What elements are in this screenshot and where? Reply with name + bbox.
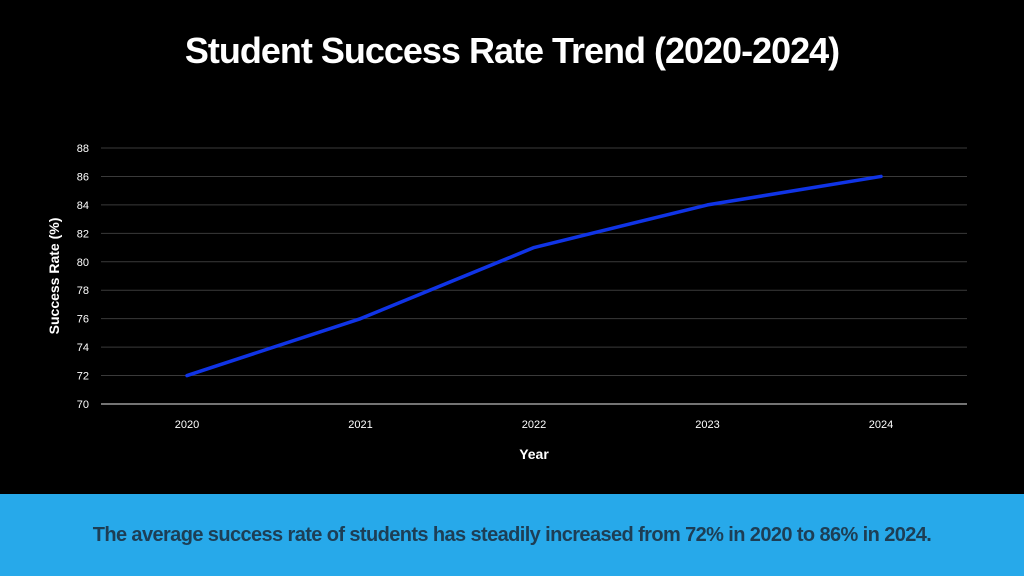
x-axis-title: Year <box>519 446 549 462</box>
chart-title: Student Success Rate Trend (2020-2024) <box>184 30 840 71</box>
series-line <box>185 174 883 378</box>
y-tick-label: 74 <box>77 342 89 354</box>
caption-band <box>0 494 1024 576</box>
gridlines <box>101 147 967 377</box>
x-axis-ticks: 2020 2021 2022 2023 2024 <box>175 419 893 431</box>
y-tick-label: 88 <box>77 143 89 155</box>
y-tick-label: 84 <box>77 200 89 212</box>
x-tick-label: 2024 <box>869 419 893 431</box>
y-tick-label: 70 <box>77 399 89 411</box>
y-tick-label: 78 <box>77 285 89 297</box>
y-tick-label: 80 <box>77 257 89 269</box>
y-tick-label: 82 <box>77 228 89 240</box>
y-tick-label: 86 <box>77 171 89 183</box>
caption-text: The average success rate of students has… <box>92 524 932 546</box>
x-tick-label: 2020 <box>175 419 199 431</box>
y-axis-ticks: 70 72 74 76 78 80 82 84 86 88 <box>77 143 89 411</box>
y-tick-label: 76 <box>77 314 89 326</box>
x-tick-label: 2021 <box>348 419 372 431</box>
x-tick-label: 2022 <box>522 419 546 431</box>
y-tick-label: 72 <box>77 371 89 383</box>
y-axis-title: Success Rate (%) <box>46 218 62 335</box>
x-tick-label: 2023 <box>695 419 719 431</box>
